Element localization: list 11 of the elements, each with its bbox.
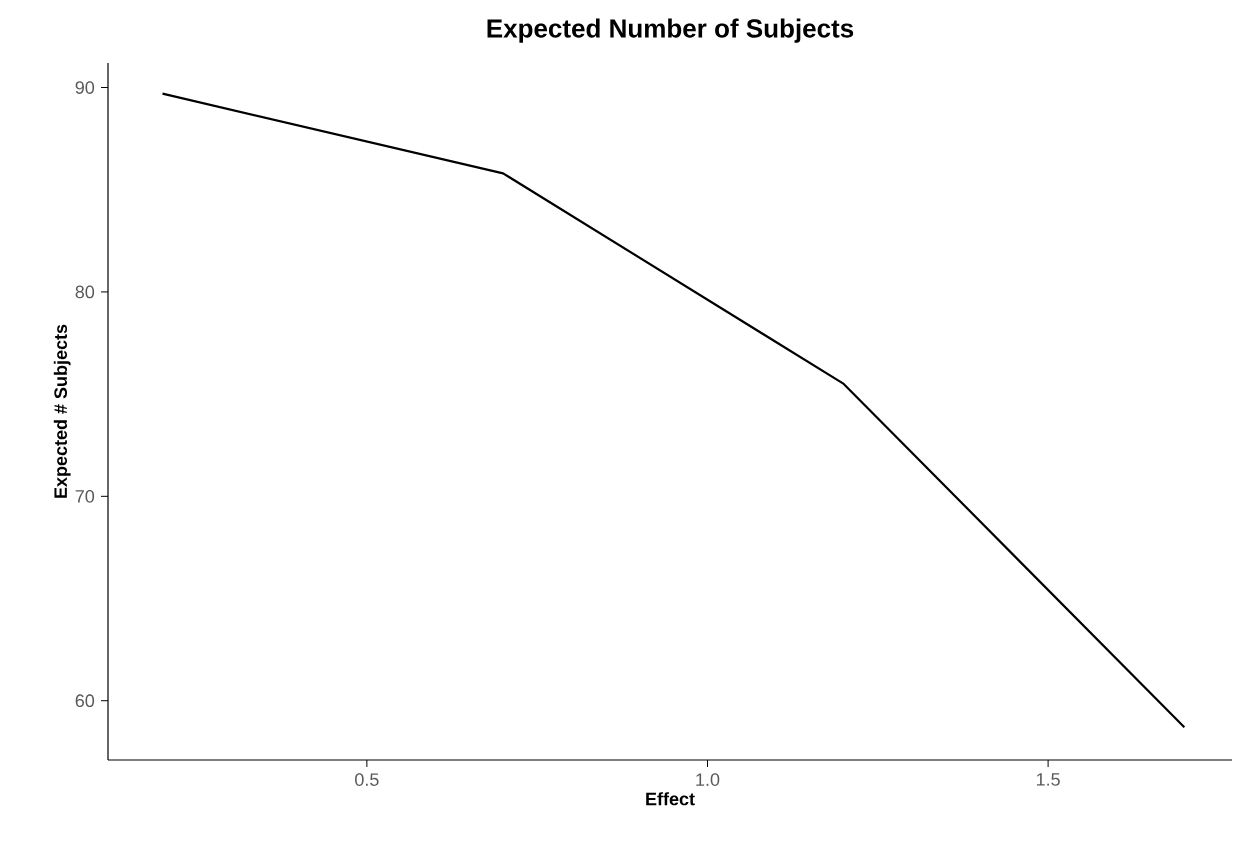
y-axis-title: Expected # Subjects	[53, 324, 71, 498]
line-series	[161, 92, 1186, 729]
x-tick-label: 1.0	[696, 773, 720, 786]
x-axis-title: Effect	[646, 792, 695, 806]
y-tick-label: 90	[75, 81, 95, 94]
y-tick-label: 80	[75, 285, 95, 299]
chart-title: Expected Number of Subjects	[487, 18, 854, 43]
y-tick-label: 70	[75, 489, 95, 503]
y-tick-label: 60	[75, 694, 95, 708]
x-tick-label: 1.5	[1036, 773, 1060, 786]
x-tick-label: 0.5	[355, 773, 379, 786]
